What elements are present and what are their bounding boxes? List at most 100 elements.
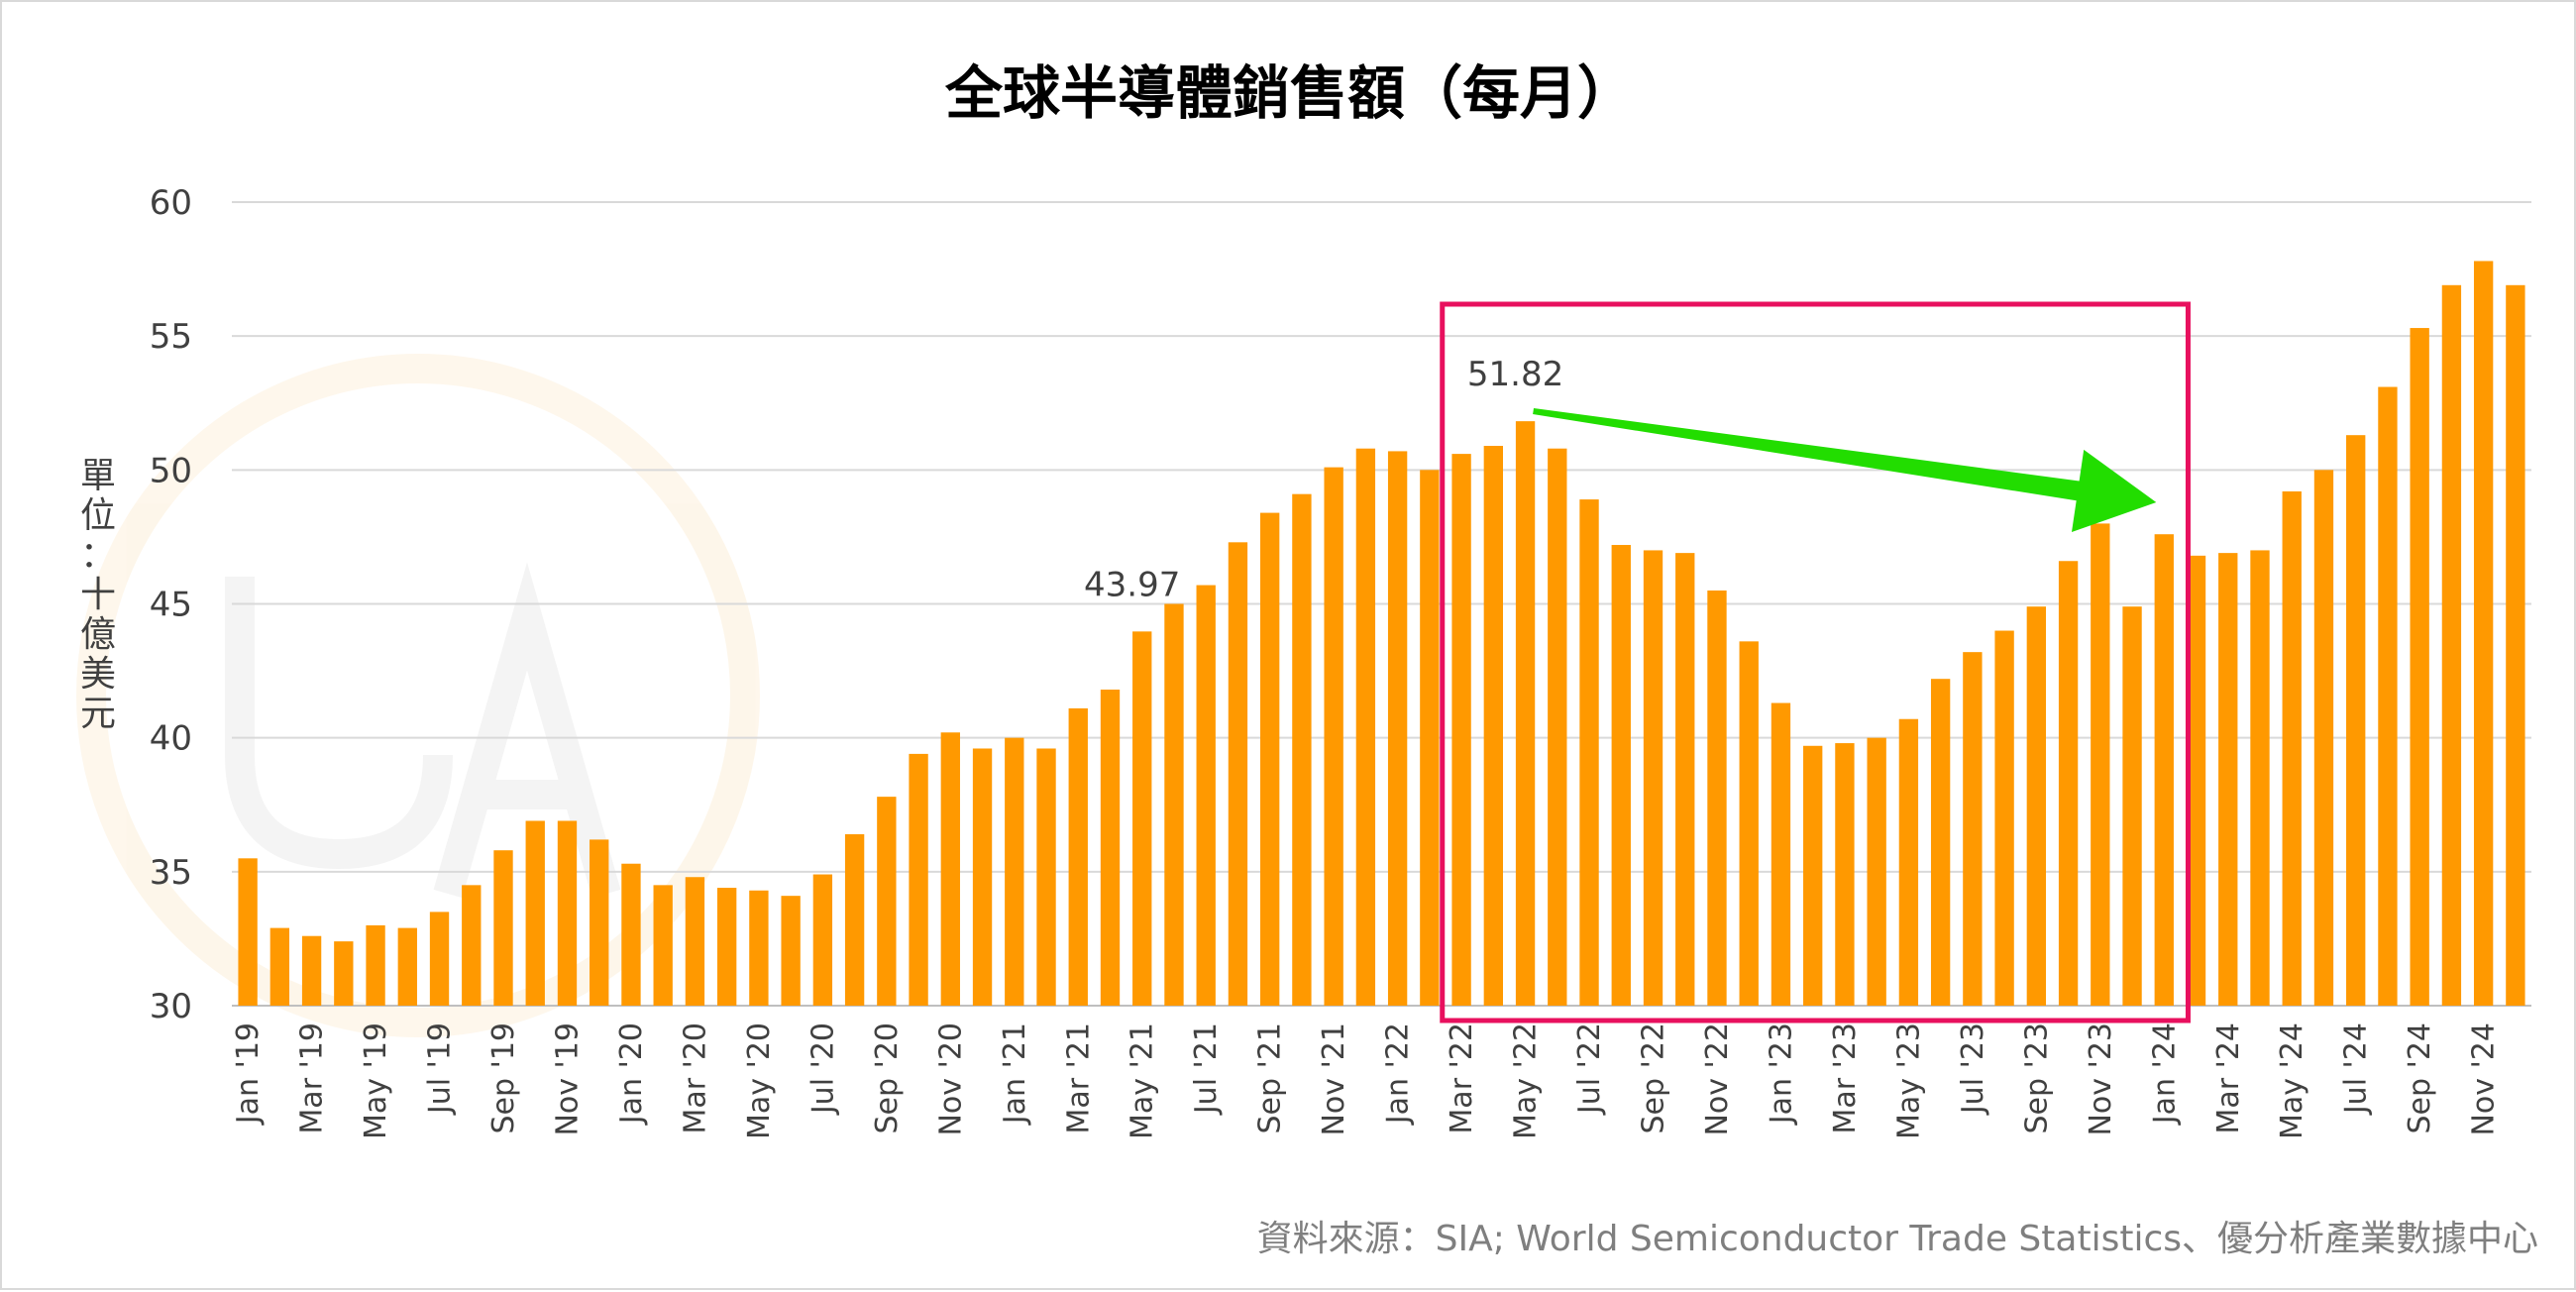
bar [1100, 690, 1121, 1006]
data-label: 43.97 [1084, 565, 1180, 604]
bar [2378, 386, 2398, 1006]
bar [749, 890, 769, 1006]
bar [2250, 550, 2270, 1006]
bar [1994, 630, 2014, 1006]
bar [972, 748, 993, 1006]
bar [1675, 553, 1695, 1006]
bar [1036, 748, 1056, 1006]
bar [269, 927, 290, 1006]
bar [781, 896, 801, 1006]
bar [1930, 679, 1951, 1006]
x-tick-label: Nov '22 [1700, 1023, 1735, 1136]
bar [2186, 555, 2206, 1006]
gridlines [232, 201, 2531, 1007]
x-tick-label: Jul '24 [2339, 1023, 2374, 1116]
bar [1260, 512, 1280, 1006]
chart-title: 全球半導體銷售額（每月） [944, 59, 1635, 127]
bar [1611, 545, 1631, 1006]
bar [1579, 499, 1599, 1006]
x-tick-label: Mar '19 [295, 1023, 330, 1134]
bar [1420, 470, 1440, 1006]
bar [909, 753, 928, 1006]
x-tick-label: May '20 [742, 1023, 777, 1139]
x-tick-label: Sep '24 [2403, 1023, 2437, 1134]
bar [1548, 448, 1567, 1006]
bar [1643, 550, 1664, 1006]
annotations [1440, 301, 2191, 1023]
x-tick-label: Nov '21 [1317, 1023, 1351, 1136]
y-tick-label: 40 [150, 719, 192, 759]
bar [1707, 590, 1727, 1006]
bar [2346, 435, 2366, 1006]
bar [1515, 421, 1536, 1006]
bar [1739, 641, 1759, 1006]
x-tick-label: May '22 [1509, 1023, 1544, 1139]
bar [2282, 490, 2302, 1007]
x-tick-label: Mar '21 [1061, 1023, 1096, 1134]
x-tick-label: Sep '19 [486, 1023, 521, 1134]
x-tick-label: Nov '23 [2084, 1023, 2118, 1136]
x-tick-label: Jan '19 [231, 1023, 266, 1126]
bar [2026, 606, 2047, 1006]
y-axis-ticks: 30 35 40 45 50 55 60 [150, 183, 192, 1026]
bar [462, 885, 482, 1006]
bar [2313, 470, 2334, 1006]
x-tick-label: Mar '24 [2211, 1023, 2246, 1134]
bar [653, 885, 673, 1006]
bar [1292, 493, 1312, 1006]
bar [1228, 542, 1248, 1006]
bar [429, 912, 450, 1006]
bar [1835, 743, 1855, 1006]
bar [1068, 707, 1088, 1006]
x-axis-ticks: Jan '19 Mar '19 May '19 Jul '19 Sep '19 Nov '… [231, 1023, 2502, 1139]
bar [1387, 451, 1408, 1006]
x-tick-label: Sep '22 [1637, 1023, 1671, 1134]
x-tick-label: Jul '21 [1189, 1023, 1224, 1116]
bar [2218, 553, 2238, 1006]
x-tick-label: Jul '23 [1956, 1023, 1990, 1116]
y-tick-label: 30 [150, 987, 192, 1026]
x-tick-label: Jan '22 [1381, 1023, 1416, 1126]
bar [1483, 446, 1503, 1007]
bar [940, 732, 960, 1006]
bar [238, 858, 258, 1006]
bar [2441, 284, 2462, 1006]
bars [238, 261, 2525, 1007]
x-tick-label: Jul '22 [1572, 1023, 1607, 1116]
bar [1803, 745, 1823, 1006]
bar [621, 863, 641, 1006]
x-tick-label: Mar '23 [1828, 1023, 1863, 1134]
bar [1132, 631, 1152, 1006]
x-tick-label: May '23 [1891, 1023, 1926, 1139]
x-tick-label: Jan '23 [1764, 1023, 1798, 1126]
highlight-box [1440, 301, 2191, 1023]
bar [716, 888, 737, 1006]
bar [1898, 718, 1919, 1006]
x-tick-label: Jan '24 [2147, 1023, 2182, 1126]
bar [1196, 585, 1216, 1006]
x-tick-label: Nov '19 [550, 1023, 585, 1136]
bar [2091, 523, 2110, 1006]
x-tick-label: May '24 [2275, 1023, 2309, 1139]
x-tick-label: May '21 [1126, 1023, 1160, 1139]
bar [1005, 737, 1024, 1006]
bar [301, 935, 322, 1006]
bar [397, 927, 417, 1006]
x-tick-label: Mar '20 [678, 1023, 712, 1134]
bar [1164, 603, 1184, 1006]
y-tick-label: 45 [150, 586, 192, 625]
bar [590, 839, 609, 1006]
x-tick-label: May '19 [359, 1023, 393, 1139]
x-tick-label: Sep '23 [2019, 1023, 2054, 1134]
bar [812, 874, 833, 1006]
bar [2154, 534, 2174, 1006]
bar [1324, 467, 1343, 1006]
data-labels: 43.97 51.82 [1084, 355, 1563, 604]
bar [877, 797, 897, 1006]
data-label: 51.82 [1467, 355, 1563, 394]
x-tick-label: Jul '20 [805, 1023, 840, 1116]
y-tick-label: 60 [150, 183, 192, 223]
bar [1355, 448, 1376, 1006]
